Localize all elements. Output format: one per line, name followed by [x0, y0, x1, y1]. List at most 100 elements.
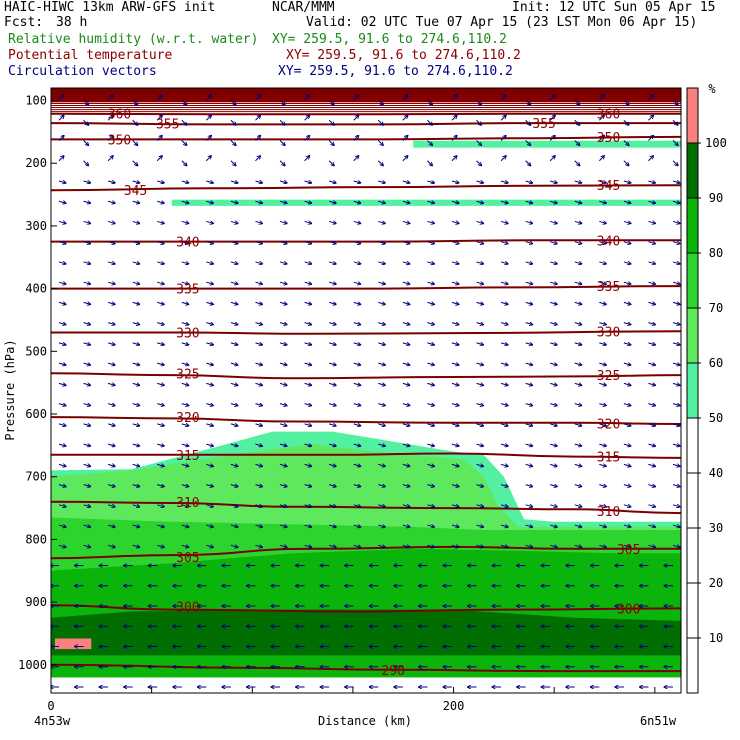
vector-arrow — [500, 404, 508, 406]
vector-arrow — [402, 201, 410, 203]
y-tick-label: 800 — [25, 532, 47, 546]
vector-arrow — [525, 525, 533, 527]
vector-arrow — [402, 485, 410, 487]
vector-arrow — [525, 201, 533, 203]
vector-arrow — [132, 343, 140, 345]
vector-arrow — [500, 221, 508, 223]
vector-arrow — [648, 95, 653, 101]
vector-arrow — [255, 135, 260, 141]
vector-arrow — [648, 156, 653, 162]
vector-arrow — [648, 404, 655, 406]
model-title: HAIC-HIWC 13km ARW-GFS init — [4, 0, 216, 15]
vector-arrow — [181, 160, 187, 166]
vector-arrow — [378, 505, 385, 507]
vector-arrow — [427, 343, 434, 345]
theta-contour-335 — [51, 285, 681, 290]
vector-arrow — [181, 343, 189, 345]
vector-arrow — [353, 181, 361, 183]
vector-arrow — [648, 282, 655, 284]
vector-arrow — [451, 525, 459, 527]
vector-arrow — [353, 485, 361, 487]
vector-arrow — [304, 95, 310, 101]
vector-arrow — [279, 464, 287, 466]
vector-arrow — [427, 221, 434, 223]
vector-arrow — [672, 221, 680, 223]
theta-label-345: 345 — [597, 179, 620, 194]
vector-arrow — [230, 221, 238, 223]
theta-contour-355 — [51, 122, 681, 126]
vector-arrow — [427, 140, 432, 145]
theta-contour-labels: 360 355 350 345 340 335 330 325 320 315 310 305 300 2… — [108, 108, 641, 679]
theta-contour-298 — [51, 663, 681, 673]
vector-arrow — [574, 302, 582, 304]
vector-arrow — [378, 201, 385, 203]
vector-arrow — [230, 464, 238, 466]
vector-arrow — [378, 363, 385, 365]
vector-arrow — [206, 444, 213, 446]
vector-arrow — [451, 282, 459, 284]
vector-arrow — [623, 242, 631, 244]
vector-arrow — [402, 282, 410, 284]
vector-arrow — [476, 242, 484, 244]
vector-arrow — [279, 242, 287, 244]
vector-arrow — [329, 323, 336, 325]
vector-arrow — [58, 545, 66, 547]
vector-arrow — [476, 424, 484, 426]
vector-arrow — [427, 505, 434, 507]
vector-arrow — [206, 464, 213, 466]
vector-arrow — [329, 424, 336, 426]
vector-arrow — [402, 323, 410, 325]
vector-arrow — [402, 545, 410, 547]
vector-arrow — [132, 404, 140, 406]
vector-arrow — [402, 464, 410, 466]
vector-arrow — [672, 282, 680, 284]
vector-arrow — [255, 181, 262, 183]
colorbar-unit: % — [708, 82, 716, 96]
vector-arrow — [329, 464, 336, 466]
vector-arrow — [304, 505, 312, 507]
vector-arrow — [206, 404, 213, 406]
vector-arrow — [58, 323, 66, 325]
vector-arrow — [255, 485, 262, 487]
vector-arrow — [107, 302, 115, 304]
vector-arrow — [476, 343, 484, 345]
vector-arrow — [83, 464, 91, 466]
vector-arrow — [107, 464, 115, 466]
vector-arrow — [574, 282, 582, 284]
vector-arrow — [476, 221, 484, 223]
vector-arrow — [574, 119, 580, 125]
vector-arrow — [255, 383, 262, 385]
vector-arrow — [378, 485, 385, 487]
vector-arrow — [353, 282, 361, 284]
vector-arrow — [279, 262, 287, 264]
vector-arrow — [574, 505, 582, 507]
vector-arrow — [599, 383, 606, 385]
vector-arrow — [353, 201, 361, 203]
vector-arrow — [83, 343, 91, 345]
vector-arrow — [132, 282, 140, 284]
vector-arrow — [648, 115, 653, 121]
vector-arrow — [255, 242, 262, 244]
vector-arrow — [328, 160, 334, 166]
vector-arrow — [377, 140, 383, 145]
vector-arrow — [476, 282, 484, 284]
vector-arrow — [599, 302, 606, 304]
field-vectors-xy: XY= 259.5, 91.6 to 274.6,110.2 — [278, 64, 513, 79]
vector-arrow — [623, 343, 631, 345]
vector-arrow — [672, 119, 678, 125]
vector-arrow — [83, 424, 91, 426]
vector-arrow — [329, 363, 336, 365]
vector-arrow — [476, 404, 484, 406]
vector-arrow — [132, 444, 140, 446]
vector-arrow — [500, 282, 508, 284]
theta-contour-315 — [51, 452, 681, 459]
vector-arrow — [206, 242, 213, 244]
vector-arrow — [230, 424, 238, 426]
vector-arrow — [623, 525, 631, 527]
vector-arrow — [623, 424, 631, 426]
vector-arrow — [181, 302, 189, 304]
vector-arrow — [672, 302, 680, 304]
vector-arrow — [427, 119, 432, 125]
vector-arrow — [157, 363, 164, 365]
vector-arrow — [599, 545, 606, 547]
